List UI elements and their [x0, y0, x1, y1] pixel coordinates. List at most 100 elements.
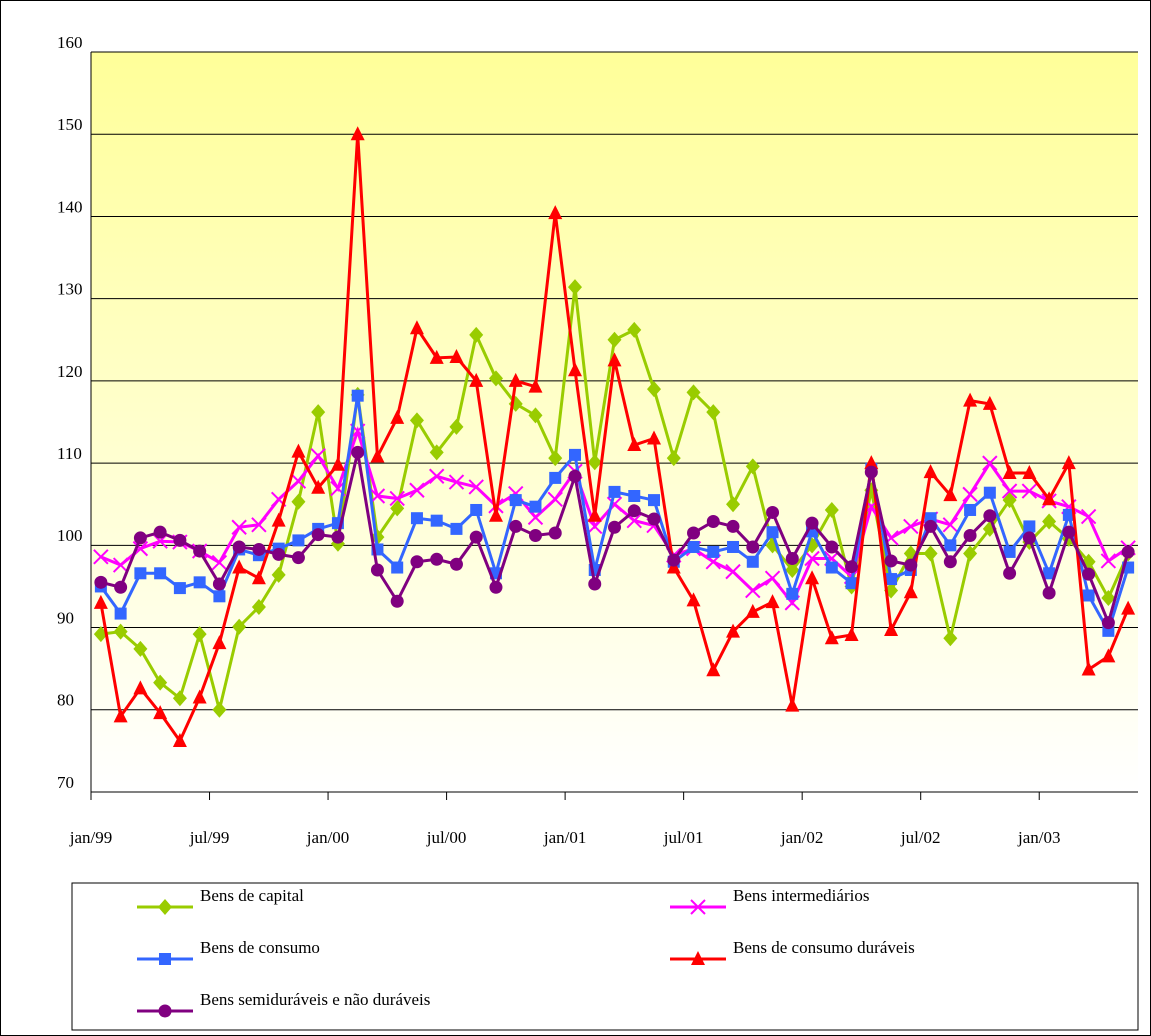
x-tick-label: jan/02: [780, 828, 824, 847]
marker: [923, 545, 938, 562]
marker: [805, 516, 819, 530]
marker: [470, 503, 483, 516]
marker: [232, 618, 247, 635]
series: [94, 389, 1135, 637]
marker: [271, 566, 286, 583]
marker: [1062, 525, 1076, 539]
marker: [568, 469, 582, 483]
marker: [291, 551, 305, 565]
marker: [159, 953, 171, 965]
marker: [707, 545, 720, 558]
marker: [192, 689, 207, 704]
marker: [825, 540, 839, 554]
legend-label: Bens de consumo duráveis: [733, 938, 915, 957]
marker: [824, 630, 839, 645]
marker: [963, 545, 978, 562]
marker: [567, 279, 582, 296]
marker: [745, 582, 761, 599]
marker: [213, 590, 226, 603]
marker: [844, 626, 859, 641]
legend-label: Bens semiduráveis e não duráveis: [200, 990, 430, 1009]
marker: [509, 494, 522, 507]
marker: [962, 486, 978, 503]
marker: [251, 570, 266, 585]
marker: [389, 490, 405, 507]
marker: [212, 701, 227, 718]
marker: [885, 573, 898, 586]
marker: [943, 487, 958, 502]
marker: [212, 577, 226, 591]
marker: [290, 473, 307, 489]
marker: [113, 623, 128, 640]
marker: [963, 528, 977, 542]
y-tick-label: 90: [57, 608, 74, 627]
marker: [114, 607, 127, 620]
marker: [687, 540, 700, 553]
marker: [172, 690, 187, 707]
marker: [924, 519, 938, 533]
marker: [391, 561, 404, 574]
marker: [449, 349, 464, 364]
marker: [727, 540, 740, 553]
marker: [983, 509, 997, 523]
marker: [409, 482, 425, 498]
marker: [686, 384, 701, 401]
marker: [648, 494, 661, 507]
marker: [608, 485, 621, 498]
series: [94, 445, 1135, 630]
marker: [923, 464, 938, 479]
marker: [943, 630, 958, 647]
marker: [1002, 492, 1017, 509]
marker: [1100, 553, 1117, 569]
marker: [509, 519, 523, 533]
marker: [628, 490, 641, 502]
marker: [94, 575, 108, 589]
marker: [942, 517, 959, 533]
marker: [547, 491, 563, 507]
y-tick-label: 120: [57, 362, 83, 381]
marker: [252, 542, 266, 556]
marker: [1080, 508, 1097, 525]
marker: [211, 554, 228, 571]
marker: [93, 549, 109, 565]
marker: [133, 640, 148, 657]
marker: [331, 530, 345, 544]
marker: [1001, 483, 1018, 499]
marker: [786, 587, 799, 600]
marker: [449, 418, 464, 435]
marker: [785, 697, 800, 712]
marker: [528, 528, 542, 542]
marker: [173, 582, 186, 595]
marker: [291, 443, 306, 458]
marker: [548, 205, 563, 220]
marker: [627, 437, 642, 452]
marker: [687, 526, 701, 540]
marker: [529, 500, 542, 513]
marker: [193, 576, 206, 589]
x-tick-label: jul/00: [426, 828, 467, 847]
marker: [1062, 508, 1075, 521]
marker: [158, 899, 172, 915]
marker: [1061, 455, 1076, 470]
marker: [1023, 520, 1036, 533]
marker: [1101, 616, 1115, 630]
marker: [647, 430, 662, 445]
marker: [93, 594, 108, 609]
marker: [1021, 483, 1038, 499]
marker: [1042, 586, 1056, 600]
marker: [785, 562, 800, 578]
marker: [311, 479, 326, 494]
marker: [527, 509, 544, 526]
marker: [1042, 513, 1057, 530]
marker: [153, 674, 168, 691]
marker: [864, 465, 878, 479]
marker: [154, 567, 167, 580]
marker: [963, 392, 978, 407]
marker: [351, 389, 364, 402]
marker: [271, 512, 286, 527]
x-tick-label: jul/01: [663, 828, 704, 847]
marker: [291, 493, 306, 510]
marker: [251, 599, 266, 615]
marker: [1081, 661, 1096, 676]
